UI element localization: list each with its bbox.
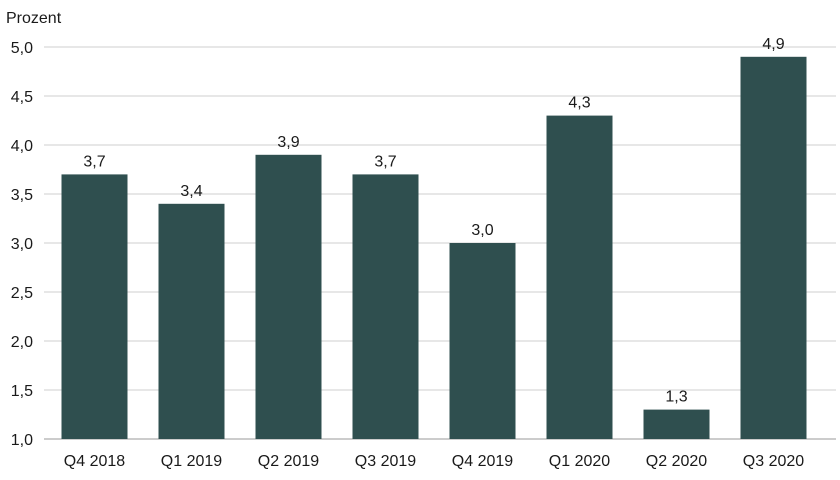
bar-value-label: 3,0 — [471, 222, 493, 239]
x-category-label: Q2 2019 — [258, 453, 319, 470]
bar-value-label: 4,9 — [762, 36, 784, 53]
x-category-label: Q3 2019 — [355, 453, 416, 470]
data-labels: 3,7 3,4 3,9 3,7 3,0 4,3 1,3 4,9 — [83, 36, 784, 406]
y-tick-label: 4,5 — [11, 89, 33, 106]
y-tick-label: 2,5 — [11, 285, 33, 302]
y-tick-label: 5,0 — [11, 40, 33, 57]
y-tick-label: 1,0 — [11, 432, 33, 449]
x-axis-categories: Q4 2018 Q1 2019 Q2 2019 Q3 2019 Q4 2019 Q1 20… — [64, 453, 804, 470]
bar-value-label: 1,3 — [665, 389, 687, 406]
bar-value-label: 3,7 — [374, 153, 396, 170]
x-category-label: Q3 2020 — [743, 453, 804, 470]
bar — [352, 174, 419, 439]
bar — [643, 409, 710, 439]
bars — [61, 56, 807, 440]
bar-value-label: 3,9 — [277, 134, 299, 151]
y-tick-label: 3,0 — [11, 236, 33, 253]
x-category-label: Q4 2018 — [64, 453, 125, 470]
x-category-label: Q4 2019 — [452, 453, 513, 470]
y-tick-label: 3,5 — [11, 187, 33, 204]
bar — [255, 154, 322, 440]
y-tick-label: 2,0 — [11, 334, 33, 351]
y-axis-ticks: 1,0 1,5 2,0 2,5 3,0 3,5 4,0 4,5 5,0 — [11, 40, 33, 449]
x-category-label: Q2 2020 — [646, 453, 707, 470]
bar-value-label: 4,3 — [568, 95, 590, 112]
bar-value-label: 3,4 — [180, 183, 202, 200]
x-category-label: Q1 2020 — [549, 453, 610, 470]
x-category-label: Q1 2019 — [161, 453, 222, 470]
bar — [449, 243, 516, 439]
bar — [740, 56, 807, 440]
y-tick-label: 4,0 — [11, 138, 33, 155]
bar — [546, 115, 613, 439]
bar — [158, 203, 225, 439]
bar-value-label: 3,7 — [83, 153, 105, 170]
bar — [61, 174, 128, 439]
y-axis-unit-label: Prozent — [6, 10, 62, 27]
y-tick-label: 1,5 — [11, 383, 33, 400]
